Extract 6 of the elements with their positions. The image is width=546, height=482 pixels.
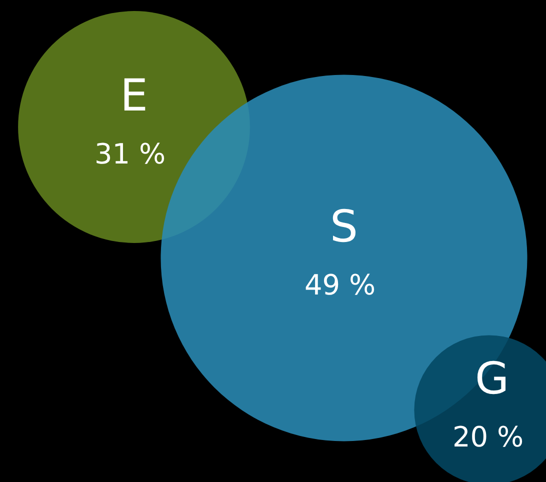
data-label: 31 % — [94, 137, 166, 170]
data-label: 20 % — [452, 420, 524, 454]
category-label: G — [474, 353, 510, 404]
category-label: S — [330, 201, 358, 252]
category-label: E — [120, 70, 148, 122]
data-label: 49 % — [304, 268, 376, 302]
